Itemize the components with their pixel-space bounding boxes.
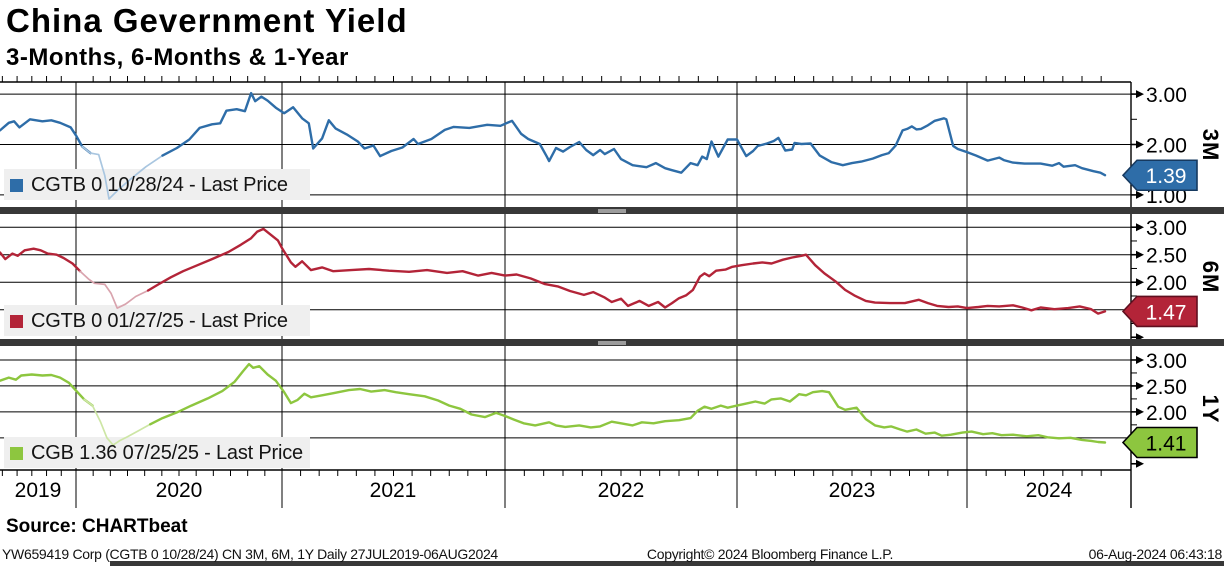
- y-tick-label: 2.50: [1146, 245, 1187, 268]
- series-line-6m: [0, 247, 82, 273]
- y-tick-label: 3.00: [1146, 350, 1187, 373]
- y-tick-arrow-icon: [1136, 90, 1144, 99]
- y-tick-arrow-icon: [1136, 190, 1144, 199]
- last-price-callout-1y: [1121, 426, 1198, 459]
- y-tick-arrow-icon: [1136, 381, 1144, 390]
- timestamp: 06-Aug-2024 06:43:18: [1088, 546, 1223, 562]
- panel-resize-handle[interactable]: [590, 337, 635, 348]
- y-tick-label: 2.50: [1146, 376, 1187, 399]
- x-axis-year-label: 2023: [828, 479, 876, 502]
- source-note: Source: CHARTbeat: [6, 516, 188, 537]
- x-axis-year-label: 2021: [369, 479, 417, 502]
- legend-swatch-6m-icon: [10, 314, 23, 328]
- series-line-1y: [149, 362, 1107, 444]
- legend-label-3m: CGTB 0 10/28/24 - Last Price: [31, 173, 288, 196]
- last-price-value-6m: 1.47: [1146, 301, 1187, 324]
- y-tick-arrow-icon: [1136, 278, 1144, 287]
- legend-background: [4, 169, 310, 200]
- legend-swatch-3m-icon: [10, 178, 23, 192]
- series-line-3m: [81, 145, 164, 200]
- security-descriptor: YW659419 Corp (CGTB 0 10/28/24) CN 3M, 6…: [2, 546, 498, 562]
- y-tick-label: 2.00: [1146, 402, 1187, 425]
- panel-side-label-1y: 1Y: [1198, 394, 1223, 424]
- panel-side-label-3m: 3M: [1198, 128, 1223, 162]
- series-line-3m: [0, 118, 92, 155]
- series-line-6m: [79, 270, 149, 309]
- legend-label-1y: CGB 1.36 07/25/25 - Last Price: [31, 441, 303, 464]
- last-price-callout-6m: [1121, 295, 1198, 328]
- y-tick-arrow-icon: [1136, 407, 1144, 416]
- legend-6m[interactable]: CGTB 0 01/27/25 - Last Price: [10, 309, 288, 333]
- legend-swatch-1y-icon: [10, 446, 23, 460]
- panel-side-label-6m: 6M: [1198, 260, 1223, 294]
- x-axis-year-label: 2019: [14, 479, 62, 502]
- series-line-3m: [161, 91, 1107, 177]
- last-price-value-3m: 1.39: [1146, 165, 1187, 188]
- series-line-1y: [83, 398, 152, 446]
- x-axis-year-label: 2024: [1025, 479, 1073, 502]
- x-axis-year-label: 2020: [155, 479, 203, 502]
- y-tick-label: 2.00: [1146, 134, 1187, 157]
- y-tick-arrow-icon: [1136, 355, 1144, 364]
- x-axis-year-label: 2022: [597, 479, 645, 502]
- last-price-callout-3m: [1121, 159, 1198, 192]
- legend-label-6m: CGTB 0 01/27/25 - Last Price: [31, 309, 288, 332]
- page-title: China Gevernment Yield: [6, 2, 408, 39]
- legend-1y[interactable]: CGB 1.36 07/25/25 - Last Price: [10, 441, 303, 465]
- y-tick-label: 3.00: [1146, 84, 1187, 107]
- bottom-separator: [110, 561, 1224, 566]
- last-price-value-1y: 1.41: [1146, 432, 1187, 455]
- page-subtitle: 3-Months, 6-Months & 1-Year: [6, 44, 349, 71]
- legend-background: [4, 305, 310, 336]
- series-line-1y: [0, 373, 94, 407]
- y-tick-label: 2.00: [1146, 272, 1187, 295]
- y-tick-arrow-icon: [1136, 250, 1144, 259]
- copyright-note: Copyright© 2024 Bloomberg Finance L.P.: [646, 546, 894, 562]
- y-tick-arrow-icon: [1136, 140, 1144, 149]
- y-tick-label: 3.00: [1146, 217, 1187, 240]
- legend-3m[interactable]: CGTB 0 10/28/24 - Last Price: [10, 173, 288, 197]
- legend-background: [4, 437, 310, 468]
- y-tick-arrow-icon: [1136, 459, 1144, 468]
- y-tick-arrow-icon: [1136, 223, 1144, 232]
- series-line-6m: [146, 227, 1107, 315]
- panel-resize-handle[interactable]: [590, 205, 635, 216]
